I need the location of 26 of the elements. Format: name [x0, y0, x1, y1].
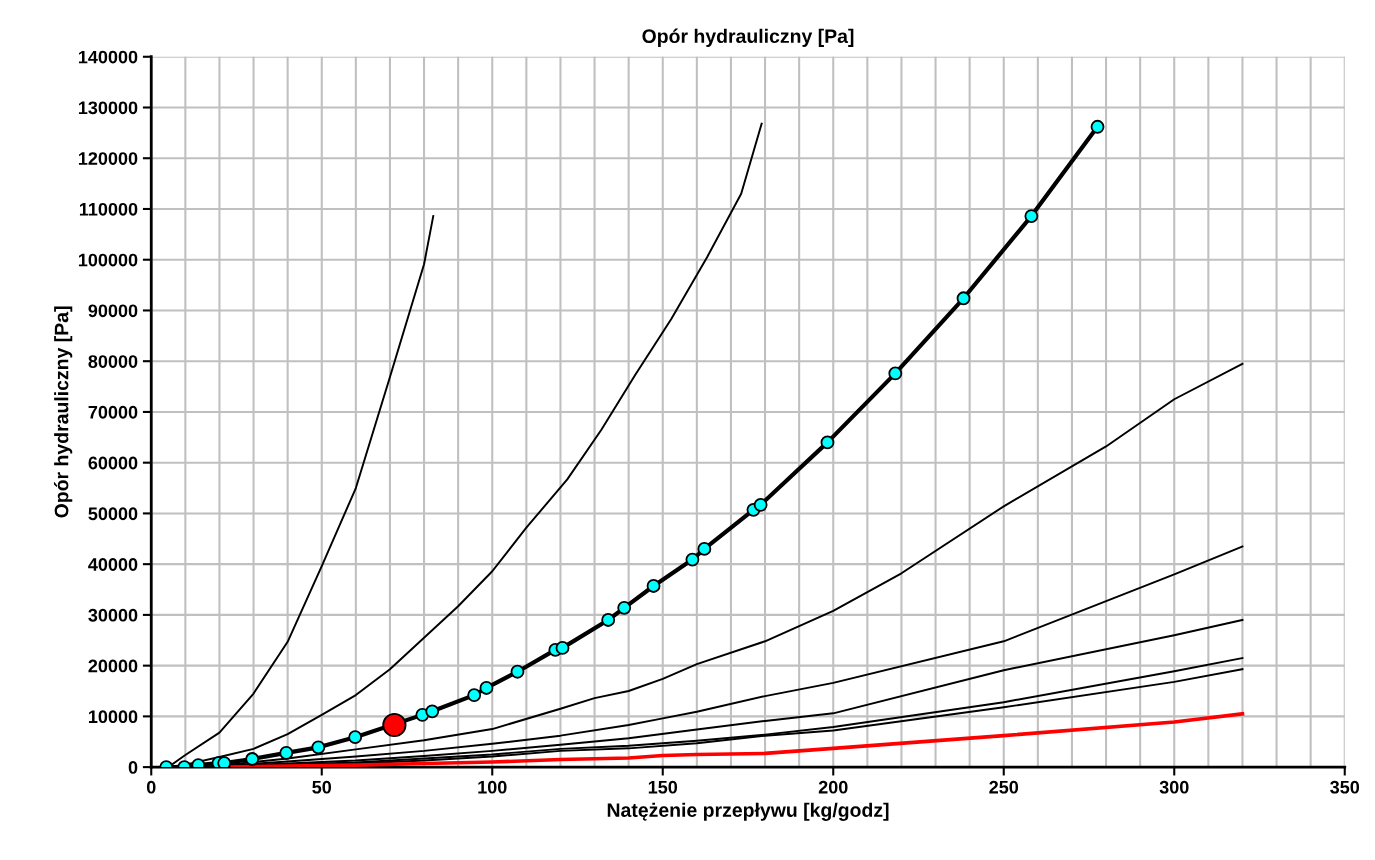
y-tick-label: 30000 [88, 608, 138, 622]
y-axis-title: Opór hydrauliczny [Pa] [53, 306, 73, 518]
x-tick-label: 200 [818, 780, 848, 794]
y-tick-label: 120000 [78, 152, 138, 165]
x-tick-label: 300 [1159, 780, 1189, 794]
y-tick-label: 60000 [88, 456, 138, 470]
x-tick-label: 150 [648, 780, 678, 794]
x-tick-label: 50 [312, 780, 332, 794]
y-tick-label: 110000 [79, 202, 138, 216]
y-tick-label: 80000 [88, 355, 138, 368]
y-tick-label: 70000 [88, 405, 138, 419]
chart-title: Opór hydrauliczny [Pa] [642, 28, 854, 47]
x-tick-label: 250 [989, 780, 1019, 794]
x-tick-label: 350 [1330, 780, 1360, 794]
y-tick-label: 130000 [78, 101, 138, 115]
x-tick-label: 0 [146, 780, 156, 794]
y-tick-label: 0 [128, 761, 138, 774]
x-axis-title: Natężenie przepływu [kg/godz] [607, 802, 889, 821]
x-tick-label: 100 [478, 780, 507, 794]
y-tick-label: 10000 [88, 710, 138, 724]
y-tick-label: 100000 [78, 253, 138, 267]
y-tick-label: 90000 [88, 304, 138, 318]
y-tick-label: 20000 [88, 659, 138, 673]
y-tick-label: 140000 [78, 50, 138, 64]
y-tick-label: 40000 [88, 558, 138, 571]
y-tick-label: 50000 [88, 507, 138, 521]
